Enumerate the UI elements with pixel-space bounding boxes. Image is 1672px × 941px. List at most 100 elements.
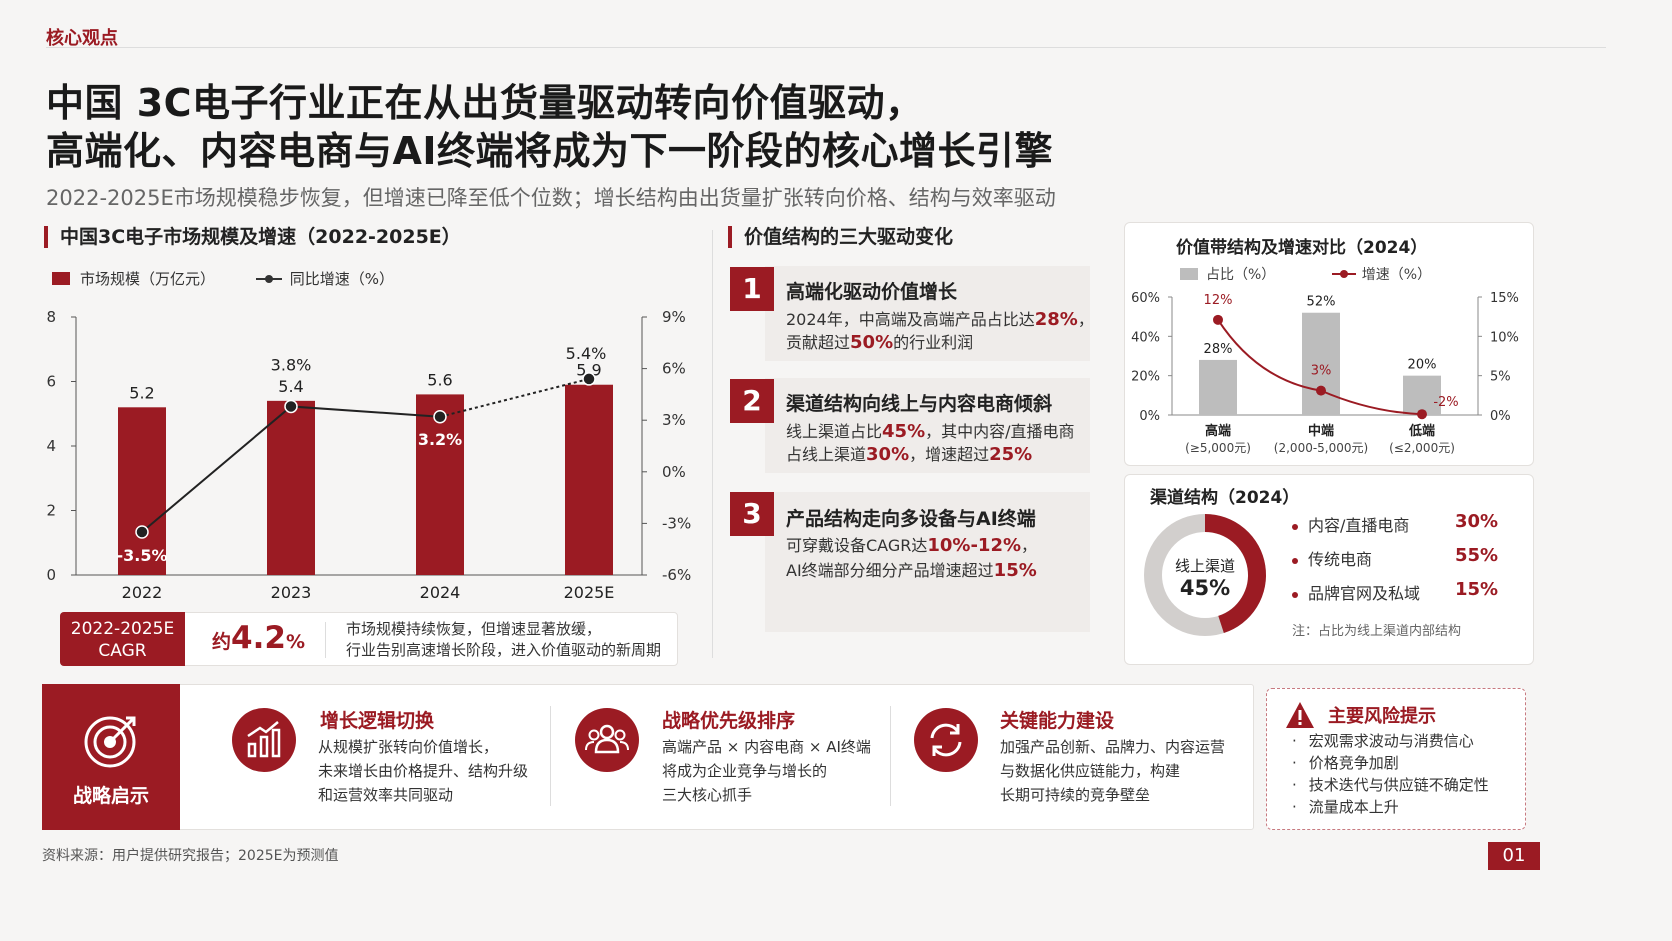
pb-x-tick-label: 中端	[1308, 423, 1334, 439]
legend-bar-label: 市场规模（万亿元）	[80, 270, 216, 288]
page-title-line1: 中国 3C电子行业正在从出货量驱动转向价值驱动，	[46, 81, 924, 125]
channel-item-pct: 55%	[1455, 545, 1499, 566]
insight-title-3: 关键能力建设	[1000, 710, 1115, 732]
insight-title-1: 增长逻辑切换	[320, 710, 435, 732]
y-tick-label-right: -3%	[662, 514, 691, 532]
market-chart-heading: 中国3C电子市场规模及增速（2022-2025E）	[44, 226, 461, 248]
risk-item: · 价格竞争加剧	[1292, 754, 1399, 772]
driver-line-3a: 可穿戴设备CAGR达10%-12%，	[786, 535, 1038, 556]
driver-title-1: 高端化驱动价值增长	[786, 281, 958, 303]
pb-growth-point	[1417, 409, 1427, 420]
warning-icon	[1286, 702, 1314, 728]
growth-label: 3.8%	[271, 355, 312, 374]
insights-badge-label: 战略启示	[72, 785, 149, 807]
legend-line-label: 同比增速（%）	[289, 270, 395, 288]
y-tick-label-right: -6%	[662, 566, 691, 584]
pb-y-tick-label-left: 40%	[1131, 330, 1160, 345]
bar-chart-icon	[232, 708, 296, 772]
pb-legend-bar-label: 占比（%）	[1206, 267, 1276, 283]
team-icon	[575, 708, 639, 772]
pb-growth-point	[1213, 314, 1223, 325]
bar-value-label: 5.4	[278, 377, 303, 396]
risk-title: 主要风险提示	[1328, 706, 1436, 727]
page-number: 01	[1488, 842, 1540, 870]
channel-item: 内容/直播电商	[1292, 512, 1409, 536]
driver-number-1: 1	[730, 267, 774, 311]
risk-list: · 宏观需求波动与消费信心 · 价格竞争加剧 · 技术迭代与供应链不确定性 · 流量成本…	[1292, 730, 1489, 818]
pb-y-tick-label-left: 0%	[1139, 409, 1160, 424]
target-icon	[84, 716, 136, 768]
insights-badge: 战略启示	[42, 684, 180, 830]
divider	[890, 706, 891, 806]
cagr-number: 4.2	[231, 620, 286, 656]
pb-growth-label: 12%	[1204, 293, 1233, 308]
risk-item: · 技术迭代与供应链不确定性	[1292, 776, 1489, 794]
market-chart: 0 2 4 6 8 -6% -3% 0% 3% 6% 9% 5.2 2022 5.4 2023 5.6 2024…	[46, 308, 691, 602]
pb-bar-share	[1302, 312, 1340, 415]
bullet-icon	[1292, 591, 1298, 598]
growth-point	[284, 399, 298, 414]
donut-online-segment	[1204, 514, 1266, 634]
bar-value-label: 5.9	[576, 361, 601, 380]
divider	[550, 706, 551, 806]
legend-line-swatch	[255, 272, 282, 285]
price-band-chart: 0% 20% 40% 60% 0% 5% 10% 15% 28% 高端 (≥5,000元) 52% 中端…	[1131, 291, 1519, 455]
section-kicker: 核心观点	[46, 28, 118, 49]
market-chart-legend: 市场规模（万亿元） 同比增速（%）	[52, 268, 394, 289]
y-tick-label-left: 0	[46, 566, 56, 584]
price-band-heading: 价值带结构及增速对比（2024）	[1176, 238, 1428, 258]
bar-market-size	[118, 407, 166, 575]
y-tick-label-left: 6	[46, 373, 56, 391]
bar-market-size	[565, 384, 613, 575]
channel-item: 品牌官网及私域	[1292, 580, 1420, 604]
bar-value-label: 5.2	[129, 383, 154, 402]
driver-number-3: 3	[730, 492, 774, 536]
driver-card-2	[765, 378, 1090, 473]
y-tick-label-right: 0%	[662, 463, 686, 481]
driver-line-2a: 线上渠道占比45%，其中内容/直播电商	[786, 421, 1075, 442]
driver-card-3	[765, 492, 1090, 632]
y-tick-label-left: 2	[46, 502, 56, 520]
cagr-note: 市场规模持续恢复，但增速显著放缓， 行业告别高速增长阶段，进入价值驱动的新周期	[346, 619, 661, 661]
channel-heading: 渠道结构（2024）	[1150, 488, 1300, 508]
page-title-line2: 高端化、内容电商与AI终端将成为下一阶段的核心增长引擎	[46, 129, 1054, 173]
risk-item: · 流量成本上升	[1292, 798, 1399, 816]
driver-line-2b: 占线上渠道30%，增速超过25%	[786, 444, 1033, 465]
page-subtitle: 2022-2025E市场规模稳步恢复，但增速已降至低个位数；增长结构由出货量扩张…	[46, 186, 1056, 210]
pb-x-tick-range: (≤2,000元)	[1389, 441, 1455, 455]
donut-center-value: 45%	[1179, 576, 1231, 600]
growth-label: -3.5%	[116, 546, 167, 565]
pb-growth-label: 3%	[1311, 364, 1332, 379]
driver-number-2: 2	[730, 379, 774, 423]
insight-text-3: 加强产品创新、品牌力、内容运营 与数据化供应链能力，构建 长期可持续的竞争壁垒	[1000, 738, 1226, 804]
divider	[46, 47, 1606, 48]
risk-item: · 宏观需求波动与消费信心	[1292, 732, 1474, 750]
insight-text-1: 从规模扩张转向价值增长， 未来增长由价格提升、结构升级 和运营效率共同驱动	[318, 738, 529, 804]
refresh-icon	[914, 708, 978, 772]
channel-donut	[1144, 514, 1266, 636]
bar-market-size	[267, 400, 315, 575]
pb-x-tick-label: 低端	[1408, 423, 1435, 439]
y-tick-label-left: 4	[46, 437, 56, 455]
x-tick-label: 2022	[122, 583, 163, 602]
channel-note: 注：占比为线上渠道内部结构	[1292, 624, 1462, 639]
channel-item: 传统电商	[1292, 546, 1372, 570]
pb-y-tick-label-right: 10%	[1490, 330, 1519, 345]
channel-item-pct: 30%	[1455, 511, 1499, 532]
cagr-value: 约4.2%	[212, 620, 305, 656]
pb-y-tick-label-right: 0%	[1490, 409, 1511, 424]
pb-y-tick-label-right: 15%	[1490, 291, 1519, 306]
driver-card-1	[765, 266, 1090, 361]
pb-growth-label: -2%	[1433, 395, 1458, 410]
cagr-unit: %	[285, 631, 305, 653]
pb-legend-line-label: 增速（%）	[1361, 267, 1432, 283]
x-tick-label: 2025E	[564, 583, 615, 602]
bullet-icon	[1292, 557, 1298, 564]
risk-panel	[1266, 688, 1526, 830]
pb-bar-label: 28%	[1204, 342, 1233, 357]
growth-line-forecast	[439, 377, 590, 418]
source-note: 资料来源：用户提供研究报告；2025E为预测值	[42, 848, 339, 864]
insight-title-2: 战略优先级排序	[662, 710, 796, 732]
pb-x-tick-range: (2,000-5,000元)	[1274, 441, 1368, 455]
x-tick-label: 2023	[271, 583, 312, 602]
